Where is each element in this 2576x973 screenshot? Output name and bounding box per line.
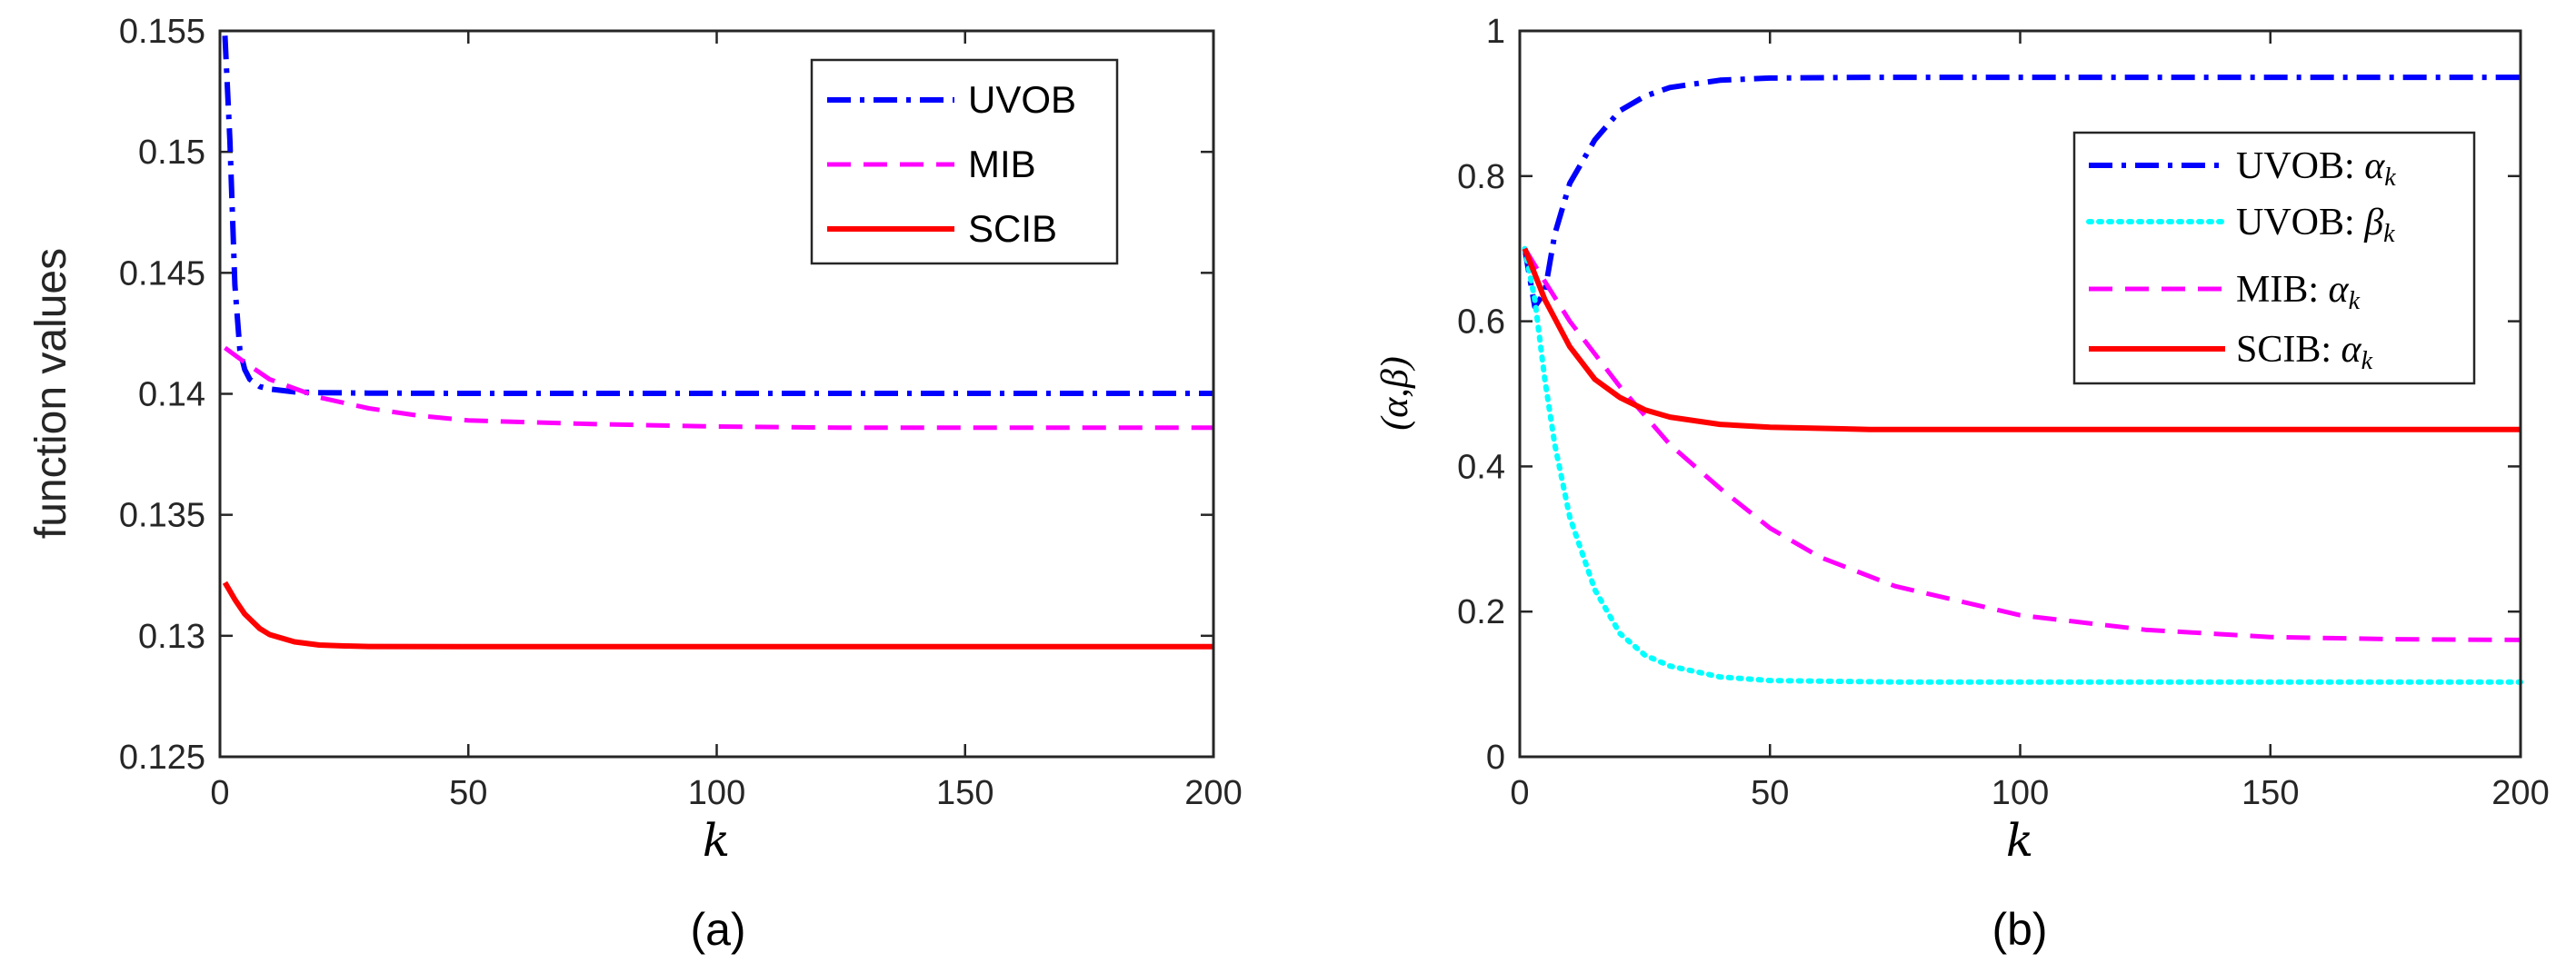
- panel-b-ytick-label: 0.6: [1457, 303, 1505, 342]
- panel-a-xtick-label: 150: [936, 774, 993, 812]
- legend-symbol: β: [2363, 202, 2383, 243]
- panel-a-xtick-label: 0: [210, 774, 229, 812]
- panel-a: 0 50 100 150 200 0.125 0.13 0.135 0.14 0.145 0.15…: [27, 13, 1243, 955]
- panel-a-ytick-label: 0.135: [119, 497, 205, 535]
- panel-a-xtick-label: 50: [449, 774, 487, 812]
- panel-a-xtick-label: 200: [1184, 774, 1242, 812]
- panel-a-legend-label-mib: MIB: [968, 143, 1036, 185]
- legend-symbol: α: [2341, 329, 2362, 371]
- legend-symbol: α: [2329, 269, 2350, 311]
- legend-subscript: k: [2384, 164, 2396, 192]
- panel-b-ytick-label: 0: [1486, 739, 1505, 777]
- legend-subscript: k: [2349, 287, 2361, 315]
- panel-b-legend-label-mib-alpha: MIB: αk: [2236, 269, 2361, 315]
- legend-text: MIB:: [2236, 269, 2329, 311]
- panel-b-legend-box: [2072, 131, 2476, 385]
- panel-b-xtick-labels: 0 50 100 150 200: [1510, 774, 2549, 812]
- legend-subscript: k: [2361, 347, 2373, 375]
- legend-text: UVOB:: [2236, 145, 2364, 187]
- panel-b-legend: UVOB: αk UVOB: βk MIB: αk SCIB: αk: [2072, 131, 2476, 385]
- panel-a-legend: UVOB MIB SCIB: [810, 58, 1119, 265]
- panel-a-legend-label-uvob: UVOB: [968, 78, 1076, 121]
- panel-b-xlabel: k: [2006, 814, 2033, 867]
- panel-b-series-scib-alpha: [1522, 247, 2521, 432]
- panel-b-xtick-label: 150: [2242, 774, 2299, 812]
- panel-a-xtick-labels: 0 50 100 150 200: [210, 774, 1242, 812]
- panel-b-legend-label-scib-alpha: SCIB: αk: [2236, 329, 2373, 375]
- legend-subscript: k: [2383, 220, 2395, 248]
- panel-b-ytick-label: 1: [1486, 13, 1505, 51]
- panel-a-axes-box: [218, 29, 1215, 759]
- panel-a-caption: (a): [690, 904, 745, 955]
- panel-a-series-mib: [224, 345, 1213, 431]
- panel-a-ytick-label: 0.155: [119, 13, 205, 51]
- panel-a-ytick-label: 0.145: [119, 254, 205, 293]
- panel-b-xtick-label: 100: [1992, 774, 2049, 812]
- panel-a-ytick-label: 0.14: [138, 376, 205, 414]
- panel-b-series-uvob-beta: [1522, 245, 2523, 685]
- panel-b-ytick-labels: 0 0.2 0.4 0.6 0.8 1: [1457, 13, 1505, 777]
- panel-b-series-mib-alpha: [1523, 247, 2521, 642]
- panel-a-series-scib: [222, 581, 1213, 650]
- panel-a-ytick-labels: 0.125 0.13 0.135 0.14 0.145 0.15 0.155: [119, 13, 205, 777]
- panel-b: 0 50 100 150 200 00.20.40.60.81 (α,β) k (b) …: [1374, 13, 2550, 955]
- panel-b-ytick-label: 0.8: [1457, 158, 1505, 196]
- legend-text: SCIB:: [2236, 329, 2341, 371]
- panel-b-ytick-label: 0.4: [1457, 448, 1505, 486]
- panel-b-ytick-label: 0.2: [1457, 593, 1505, 631]
- panel-a-xlabel: k: [703, 814, 730, 867]
- panel-b-series-uvob-alpha: [1522, 74, 2521, 310]
- panel-a-ylabel: function values: [27, 248, 75, 539]
- panel-b-xtick-label: 0: [1510, 774, 1529, 812]
- panel-a-series: [222, 35, 1213, 650]
- panel-a-ytick-label: 0.15: [138, 134, 205, 172]
- panel-a-ytick-label: 0.125: [119, 739, 205, 777]
- panel-b-series: [1522, 74, 2523, 685]
- panel-b-caption: (b): [1992, 904, 2047, 955]
- panel-a-xtick-label: 100: [688, 774, 745, 812]
- panel-b-legend-label-uvob-alpha: UVOB: αk: [2236, 145, 2396, 192]
- panel-b-xtick-label: 200: [2491, 774, 2549, 812]
- panel-b-xtick-label: 50: [1751, 774, 1789, 812]
- panel-b-legend-label-uvob-beta: UVOB: βk: [2236, 202, 2395, 248]
- panel-a-legend-label-scib: SCIB: [968, 207, 1057, 250]
- legend-symbol: α: [2364, 145, 2385, 187]
- panel-b-ylabel: (α,β): [1374, 356, 1416, 430]
- legend-text: UVOB:: [2236, 202, 2364, 243]
- panel-b-axes-box: [1518, 29, 2522, 759]
- panel-a-ytick-label: 0.13: [138, 618, 205, 656]
